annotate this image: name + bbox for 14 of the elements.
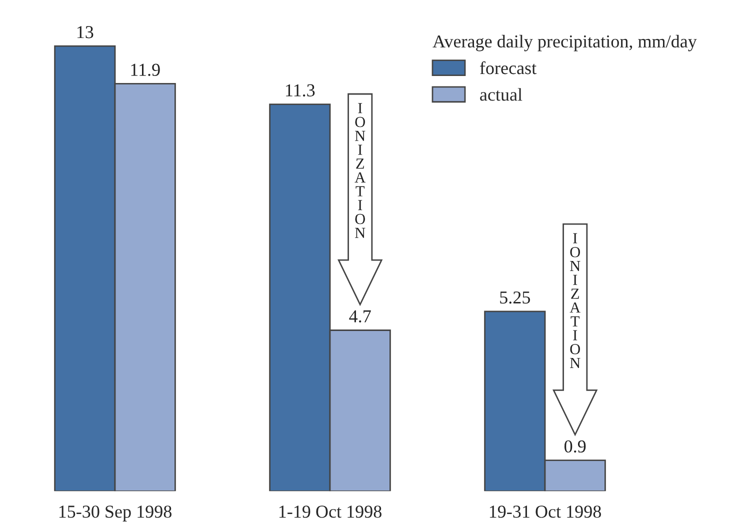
data-label: 4.7	[349, 310, 371, 322]
text: IONIZATION	[354, 103, 366, 238]
legend-label: forecast	[480, 61, 536, 74]
data-label: 11.3	[286, 84, 315, 97]
legend-title: Average daily precipitation, mm/day	[432, 34, 697, 52]
legend-label: actual	[480, 88, 522, 101]
data-label: 13	[77, 26, 94, 38]
data-label: 11.9	[131, 64, 160, 76]
x-tick-label: 1-19 Oct 1998	[279, 506, 382, 518]
x-tick-label: 19-31 Oct 1998	[490, 506, 601, 518]
data-label: 0.9	[564, 440, 586, 453]
text: IONIZATION	[570, 233, 581, 368]
data-label: 5.25	[500, 291, 530, 304]
x-tick-label: 15-30 Sep 1998	[59, 506, 172, 522]
